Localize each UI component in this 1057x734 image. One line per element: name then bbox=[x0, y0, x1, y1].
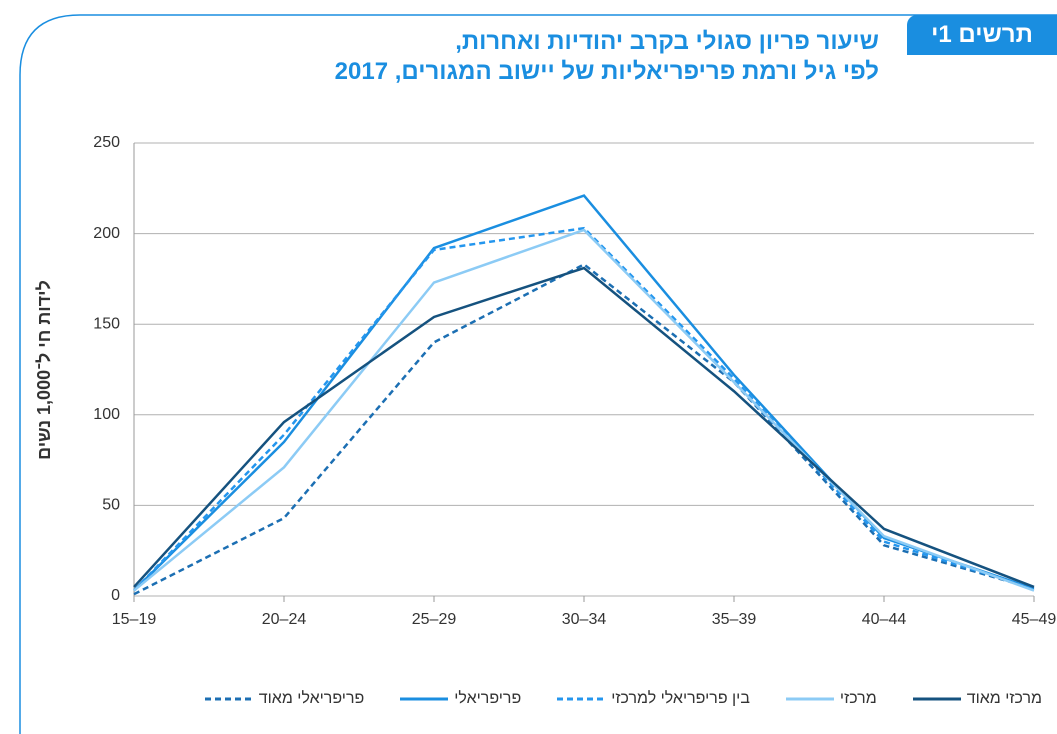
series-line bbox=[133, 194, 1035, 592]
legend-item: פריפריאלי bbox=[400, 690, 521, 708]
y-tick-label: 50 bbox=[102, 497, 120, 514]
legend-swatch bbox=[400, 697, 449, 701]
figure-label: תרשים 1י bbox=[907, 15, 1057, 55]
series-line bbox=[133, 226, 1035, 592]
chart-title: שיעור פריון סגולי בקרב יהודיות ואחרות, bbox=[455, 28, 879, 55]
chart-subtitle: לפי גיל ורמת פריפריאליות של יישוב המגורי… bbox=[334, 58, 879, 85]
series-line bbox=[133, 262, 1035, 596]
legend: מרכזי מאוד מרכזי בין פריפריאלי למרכזי פריפר… bbox=[204, 690, 1042, 708]
y-tick-label: 100 bbox=[93, 406, 120, 423]
x-tick-label: 30–34 bbox=[562, 611, 607, 628]
legend-label: מרכזי מאוד bbox=[966, 690, 1042, 707]
legend-label: פריפריאלי מאוד bbox=[258, 690, 365, 707]
x-tick-label: 45–49 bbox=[1012, 611, 1057, 628]
x-tick-label: 15–19 bbox=[112, 611, 157, 628]
legend-swatch bbox=[557, 697, 606, 701]
legend-item: בין פריפריאלי למרכזי bbox=[557, 690, 750, 708]
y-axis-label: לידות חי ל־1,000 נשים bbox=[34, 280, 54, 460]
series-line bbox=[133, 228, 1035, 592]
legend-swatch bbox=[204, 697, 253, 701]
y-tick-label: 150 bbox=[93, 315, 120, 332]
y-tick-label: 200 bbox=[93, 225, 120, 242]
legend-item: מרכזי bbox=[785, 690, 877, 708]
x-tick-label: 25–29 bbox=[412, 611, 457, 628]
legend-item: מרכזי מאוד bbox=[912, 690, 1042, 708]
y-tick-label: 0 bbox=[111, 587, 120, 604]
x-tick-label: 40–44 bbox=[862, 611, 907, 628]
legend-label: פריפריאלי bbox=[454, 690, 522, 707]
legend-label: מרכזי bbox=[839, 690, 877, 707]
legend-item: פריפריאלי מאוד bbox=[204, 690, 365, 708]
legend-label: בין פריפריאלי למרכזי bbox=[611, 690, 750, 707]
legend-swatch bbox=[912, 697, 961, 701]
series-line bbox=[133, 266, 1035, 589]
y-tick-label: 250 bbox=[93, 134, 120, 151]
frame bbox=[19, 14, 1057, 734]
x-tick-label: 35–39 bbox=[712, 611, 757, 628]
x-tick-label: 20–24 bbox=[262, 611, 307, 628]
legend-swatch bbox=[785, 697, 834, 701]
